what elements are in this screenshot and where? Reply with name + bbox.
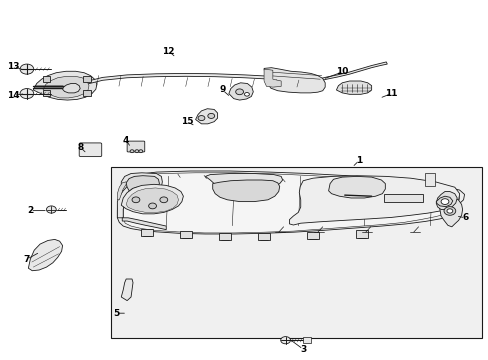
Text: 9: 9: [219, 85, 225, 94]
Polygon shape: [264, 69, 281, 87]
Polygon shape: [195, 109, 217, 124]
Polygon shape: [438, 196, 462, 227]
Text: 6: 6: [462, 213, 468, 222]
Text: 5: 5: [113, 309, 119, 318]
Polygon shape: [33, 71, 97, 100]
Polygon shape: [117, 184, 133, 218]
Circle shape: [280, 337, 290, 344]
Polygon shape: [435, 192, 456, 210]
Text: 10: 10: [335, 68, 348, 77]
Circle shape: [160, 197, 167, 203]
Bar: [42, 76, 50, 82]
Polygon shape: [264, 68, 325, 93]
Circle shape: [440, 199, 448, 204]
Circle shape: [148, 203, 156, 209]
Bar: [180, 231, 191, 238]
Circle shape: [135, 150, 139, 153]
Text: 4: 4: [122, 136, 129, 145]
Bar: [303, 337, 310, 343]
Circle shape: [198, 116, 204, 121]
Polygon shape: [117, 171, 464, 234]
Polygon shape: [205, 174, 282, 189]
Polygon shape: [212, 180, 279, 202]
Bar: [83, 76, 91, 82]
Text: 11: 11: [384, 89, 397, 98]
Bar: [355, 230, 367, 238]
Polygon shape: [62, 84, 80, 93]
Polygon shape: [435, 196, 452, 207]
FancyBboxPatch shape: [79, 143, 102, 157]
Circle shape: [46, 206, 56, 213]
Polygon shape: [228, 83, 253, 100]
Circle shape: [139, 150, 142, 153]
Text: 8: 8: [78, 143, 83, 152]
Bar: [258, 233, 269, 240]
Circle shape: [20, 89, 34, 99]
Text: 7: 7: [23, 255, 30, 264]
Bar: [219, 233, 230, 240]
Text: 12: 12: [162, 46, 175, 55]
Text: 1: 1: [356, 156, 362, 165]
Bar: [83, 90, 91, 96]
Bar: [141, 229, 152, 236]
Circle shape: [235, 89, 243, 95]
Circle shape: [244, 93, 249, 96]
Bar: [111, 167, 481, 338]
Polygon shape: [81, 73, 311, 89]
Polygon shape: [289, 176, 459, 225]
Polygon shape: [117, 182, 126, 200]
Text: 3: 3: [300, 345, 305, 354]
Bar: [306, 232, 318, 239]
Text: 15: 15: [180, 117, 193, 126]
Polygon shape: [336, 81, 371, 94]
Text: 2: 2: [27, 206, 33, 215]
Bar: [42, 90, 50, 96]
Text: 14: 14: [7, 91, 20, 100]
Polygon shape: [127, 187, 154, 204]
FancyBboxPatch shape: [127, 141, 144, 152]
Polygon shape: [126, 176, 159, 194]
Polygon shape: [43, 76, 89, 98]
Polygon shape: [122, 218, 166, 230]
Text: 13: 13: [7, 62, 20, 71]
Polygon shape: [121, 279, 133, 301]
Circle shape: [20, 64, 34, 74]
Circle shape: [443, 207, 455, 215]
Polygon shape: [311, 62, 386, 84]
Polygon shape: [121, 184, 183, 214]
Bar: [383, 194, 422, 202]
Circle shape: [207, 113, 214, 118]
Polygon shape: [123, 173, 459, 233]
Polygon shape: [328, 176, 385, 198]
Circle shape: [132, 197, 140, 203]
Polygon shape: [121, 173, 162, 198]
Circle shape: [446, 209, 452, 213]
Circle shape: [130, 150, 134, 153]
Polygon shape: [126, 188, 178, 212]
Bar: [425, 173, 434, 186]
Polygon shape: [28, 239, 62, 271]
